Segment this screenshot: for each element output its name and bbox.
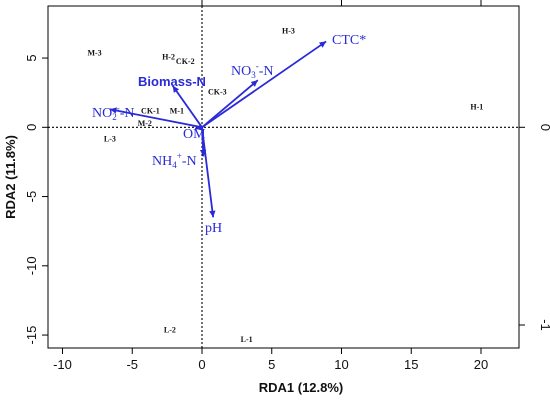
- x-tick-label: -5: [126, 357, 138, 372]
- x-tick-label: 15: [404, 357, 418, 372]
- y-tick-label: -5: [24, 191, 39, 203]
- site-label: CK-2: [176, 57, 195, 66]
- x-axis-title: RDA1 (12.8%): [259, 380, 344, 395]
- x-tick-label: 5: [268, 357, 275, 372]
- site-label: H-2: [162, 53, 175, 62]
- right-tick-label: -1: [538, 319, 550, 331]
- vector-label: NH4+-N: [152, 151, 197, 170]
- site-label: M-2: [138, 119, 152, 128]
- vector-arrowhead: [172, 85, 180, 93]
- vector-arrow: [201, 40, 327, 129]
- site-label: L-3: [104, 134, 116, 143]
- vector-label: NO3--N: [231, 61, 274, 80]
- vector-arrow: [201, 127, 215, 218]
- vector-arrowhead: [250, 80, 258, 87]
- x-tick-label: 10: [334, 357, 348, 372]
- y-tick-label: 5: [24, 54, 39, 61]
- y-axis-title: RDA2 (11.8%): [3, 135, 18, 219]
- site-label: M-1: [170, 107, 184, 116]
- site-label: CK-3: [208, 87, 227, 96]
- site-label: L-2: [164, 326, 176, 335]
- vector-arrow: [171, 85, 203, 128]
- site-label: H-1: [470, 103, 483, 112]
- y-tick-label: 0: [24, 124, 39, 131]
- vector-label: Biomass-N: [138, 74, 206, 89]
- right-tick-label: 0: [538, 124, 550, 131]
- x-tick-label: 20: [474, 357, 488, 372]
- site-label: CK-1: [141, 107, 160, 116]
- vector-arrowhead: [195, 124, 203, 131]
- y-tick-label: -10: [24, 256, 39, 275]
- vector-arrowhead: [109, 107, 117, 114]
- x-tick-label: -10: [53, 357, 72, 372]
- vector-arrowhead: [318, 41, 327, 48]
- x-tick-label: 0: [198, 357, 205, 372]
- vector-arrowhead: [209, 210, 216, 218]
- site-label: H-3: [282, 26, 295, 35]
- vector-arrow: [109, 108, 203, 129]
- plot-frame: [47, 5, 520, 349]
- vector-label: pH: [205, 221, 222, 236]
- vector-label: OM: [183, 127, 206, 142]
- site-label: M-3: [87, 49, 101, 58]
- vector-label: NO2--N: [92, 103, 135, 122]
- site-label: L-1: [241, 335, 253, 344]
- y-tick-label: -15: [24, 326, 39, 345]
- vector-label: CTC*: [332, 33, 366, 48]
- vector-arrow: [201, 79, 259, 128]
